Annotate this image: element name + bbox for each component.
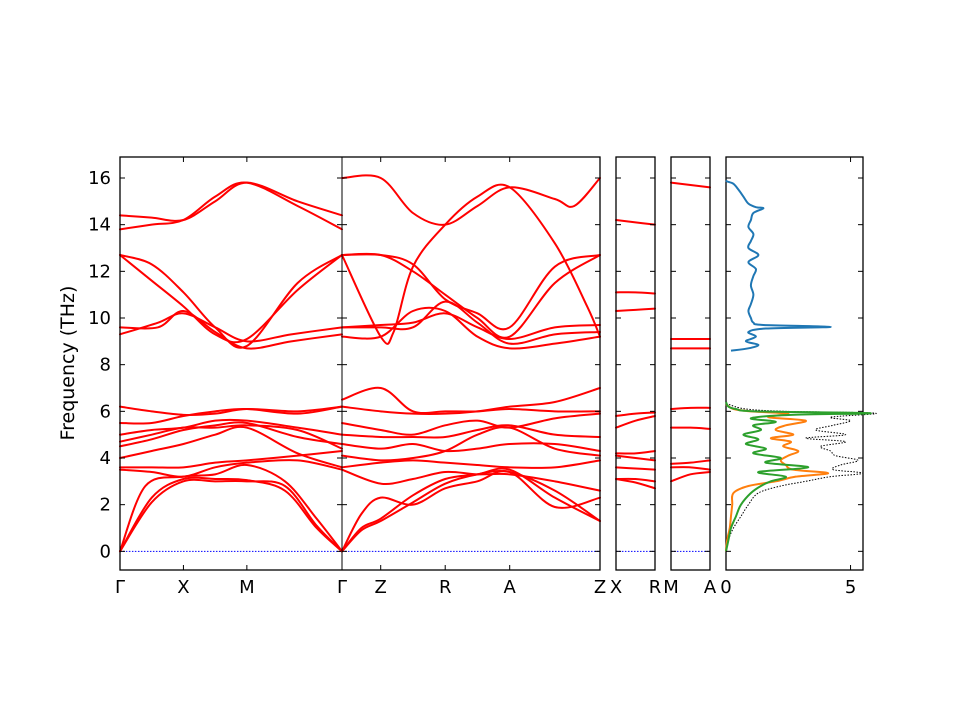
y-tick-label: 14 xyxy=(88,215,111,236)
x-tick-label: X xyxy=(177,577,189,598)
phonon-band-0-15 xyxy=(119,254,343,344)
y-tick-label: 2 xyxy=(100,495,111,516)
phonon-band-1-13 xyxy=(341,300,601,345)
phonon-band-2-3 xyxy=(615,466,656,471)
phonon-band-1-16 xyxy=(341,253,601,331)
y-tick-label: 10 xyxy=(88,308,111,329)
phonon-band-0-13 xyxy=(119,310,343,350)
phonon-band-0-11 xyxy=(119,405,343,416)
phonon-band-1-3 xyxy=(341,470,601,553)
x-tick-label: Z xyxy=(594,577,606,598)
phonon-band-0-5 xyxy=(119,450,343,469)
y-tick-label: 16 xyxy=(88,168,111,189)
phonon-band-0-6 xyxy=(119,425,343,469)
panel-frame-0 xyxy=(119,156,601,571)
phonon-band-1-7 xyxy=(341,442,601,453)
phonon-band-0-16 xyxy=(119,181,343,231)
phonon-band-1-4 xyxy=(341,468,601,492)
phonon-band-0-14 xyxy=(119,254,343,349)
y-tick-label: 8 xyxy=(100,355,111,376)
phonon-band-0-9 xyxy=(119,418,343,436)
x-tick-label: A xyxy=(504,577,517,598)
y-tick-label: 4 xyxy=(100,448,111,469)
x-tick-label: R xyxy=(649,577,662,598)
phonon-band-3-4 xyxy=(670,426,711,430)
band-panel-3 xyxy=(670,157,711,570)
phonon-band-2-7 xyxy=(615,411,656,417)
phonon-band-1-12 xyxy=(341,306,601,350)
dos-xtick-label: 0 xyxy=(720,577,731,598)
total-dos-curve xyxy=(725,403,877,552)
x-tick-label: Γ xyxy=(115,577,125,598)
phonon-band-1-8 xyxy=(341,424,601,439)
phonon-band-1-17 xyxy=(341,183,601,345)
partial-dos-curve-1 xyxy=(725,403,830,552)
partial-dos-curve-0 xyxy=(725,179,832,352)
x-tick-label: M xyxy=(663,577,679,598)
phonon-band-2-2 xyxy=(615,477,656,483)
band-panel-2 xyxy=(615,157,656,570)
y-tick-label: 12 xyxy=(88,261,111,282)
phonon-band-0-2 xyxy=(119,476,343,553)
band-panel-1 xyxy=(341,157,601,570)
partial-dos-curve-2 xyxy=(725,401,872,552)
phonon-band-0-7 xyxy=(119,421,343,448)
phonon-band-1-1 xyxy=(341,469,601,553)
phonon-band-3-3 xyxy=(670,459,711,465)
phonon-band-0-10 xyxy=(119,405,343,425)
x-tick-label: M xyxy=(239,577,255,598)
phonon-band-1-10 xyxy=(341,386,601,415)
phonon-band-3-5 xyxy=(670,406,711,410)
dos-xtick-label: 5 xyxy=(845,577,856,598)
phonon-band-0-17 xyxy=(119,181,343,222)
phonon-band-1-6 xyxy=(341,426,601,462)
phonon-band-0-8 xyxy=(119,424,343,450)
phonon-band-2-10 xyxy=(615,219,656,226)
x-tick-label: X xyxy=(610,577,622,598)
panel-frame-1 xyxy=(615,156,656,571)
y-tick-label: 6 xyxy=(100,401,111,422)
x-tick-label: Z xyxy=(375,577,387,598)
phonon-band-3-1 xyxy=(670,471,711,483)
x-tick-label: A xyxy=(704,577,717,598)
phonon-band-2-5 xyxy=(615,450,656,455)
phonon-band-1-14 xyxy=(341,312,601,340)
phonon-band-2-9 xyxy=(615,291,656,295)
phonon-band-1-9 xyxy=(341,412,601,436)
phonon-band-0-4 xyxy=(119,459,343,478)
phonon-band-2-8 xyxy=(615,307,656,312)
y-tick-label: 0 xyxy=(100,541,111,562)
y-axis-label: Frequency (THz) xyxy=(57,286,79,441)
phonon-band-0-1 xyxy=(119,478,343,553)
phonon-band-3-8 xyxy=(670,181,711,189)
band-panels xyxy=(119,156,864,571)
phonon-band-1-18 xyxy=(341,174,601,226)
panel-frame-2 xyxy=(670,156,711,571)
y-tick-labels: 0 2 4 6 8 10 12 14 16 xyxy=(88,168,111,562)
x-tick-label: Γ xyxy=(337,577,347,598)
x-tick-label: R xyxy=(439,577,452,598)
phonon-band-1-2 xyxy=(341,467,601,553)
phonon-band-1-11 xyxy=(341,387,601,415)
phonon-band-1-5 xyxy=(341,459,601,469)
phonon-band-2-4 xyxy=(615,454,656,462)
phonon-band-0-3 xyxy=(119,463,343,553)
panel-frame-3 xyxy=(725,156,864,571)
phonon-band-3-2 xyxy=(670,466,711,471)
band-panel-0 xyxy=(119,157,343,570)
phonon-band-2-6 xyxy=(615,415,656,429)
